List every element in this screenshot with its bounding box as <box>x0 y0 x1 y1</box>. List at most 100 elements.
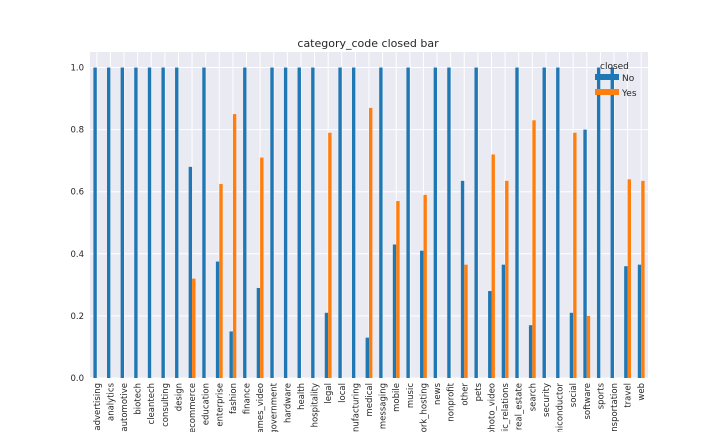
bar-no-search <box>528 325 533 378</box>
x-tick-label: local <box>338 383 348 403</box>
bar-no-sports <box>596 67 601 379</box>
x-tick-label: transportation <box>610 383 620 432</box>
x-tick-label: biotech <box>134 383 144 415</box>
bar-yes-social <box>573 132 577 378</box>
x-tick-label: software <box>583 383 593 420</box>
x-tick-label: legal <box>324 383 334 404</box>
bar-yes-medical <box>369 107 373 378</box>
bar-no-ecommerce <box>188 166 193 378</box>
bar-no-enterprise <box>215 261 220 378</box>
bar-no-music <box>406 67 410 379</box>
x-axis-ticks: advertising analytics automotive biotech cle… <box>93 382 647 432</box>
x-tick-label: hardware <box>283 383 293 423</box>
bar-no-real-estate <box>515 67 519 379</box>
x-tick-label: hospitality <box>311 383 321 427</box>
bar-no-local <box>338 67 342 379</box>
bar-yes-legal <box>328 132 332 378</box>
bar-yes-travel <box>627 179 631 378</box>
x-tick-label: mobile <box>392 383 402 412</box>
x-tick-label: medical <box>365 383 375 417</box>
x-tick-label: design <box>174 383 184 411</box>
x-tick-label: enterprise <box>215 383 225 427</box>
bars <box>93 67 645 379</box>
x-tick-label: semiconductor <box>556 382 566 432</box>
x-tick-label: network_hosting <box>419 383 429 432</box>
legend: closed No Yes <box>595 62 637 99</box>
legend-label-yes: Yes <box>621 89 637 99</box>
x-tick-label: search <box>528 383 538 411</box>
bar-no-public-relations <box>501 264 506 378</box>
bar-no-education <box>202 67 206 379</box>
bar-no-consulting <box>161 67 165 379</box>
x-tick-label: messaging <box>379 383 389 429</box>
x-tick-label: sports <box>596 382 606 409</box>
x-tick-label: advertising <box>93 383 103 431</box>
legend-swatch-no <box>595 74 619 80</box>
bar-no-cleantech <box>147 67 152 379</box>
bar-no-legal <box>324 312 329 378</box>
bar-no-government <box>270 67 274 379</box>
bar-no-medical <box>365 337 369 378</box>
bar-no-manufacturing <box>351 67 356 379</box>
x-tick-label: cleantech <box>147 383 157 424</box>
x-tick-label: music <box>406 383 416 408</box>
bar-yes-software <box>586 315 591 378</box>
bar-yes-public-relations <box>505 180 509 378</box>
x-tick-label: ecommerce <box>188 383 198 432</box>
bar-yes-web <box>641 180 645 378</box>
y-tick-label: 0.8 <box>70 126 84 136</box>
bar-yes-search <box>532 120 536 379</box>
y-tick-label: 1.0 <box>70 64 84 74</box>
bar-no-other <box>460 180 465 378</box>
bar-no-pets <box>474 67 478 379</box>
x-tick-label: real_estate <box>515 383 525 430</box>
x-tick-label: consulting <box>161 383 171 427</box>
x-tick-label: manufacturing <box>351 383 361 432</box>
bar-no-biotech <box>134 67 138 379</box>
bar-no-fashion <box>229 331 233 378</box>
bar-no-software <box>583 129 587 378</box>
y-axis-ticks: 0.0 0.2 0.4 0.6 0.8 1.0 <box>70 64 84 384</box>
legend-title: closed <box>600 62 629 72</box>
y-tick-label: 0.6 <box>70 188 84 198</box>
bar-no-security <box>542 67 546 379</box>
x-tick-label: government <box>270 382 280 432</box>
x-tick-label: health <box>297 383 307 410</box>
bar-no-automotive <box>120 67 125 379</box>
bar-no-hardware <box>283 67 288 379</box>
legend-swatch-yes <box>595 89 619 95</box>
bar-yes-enterprise <box>219 183 223 378</box>
bar-yes-ecommerce <box>192 278 196 378</box>
x-tick-label: pets <box>474 382 484 401</box>
chart-title: category_code closed bar <box>297 37 439 50</box>
bar-no-photo-video <box>488 291 492 378</box>
bar-no-hospitality <box>311 67 315 379</box>
x-tick-label: games_video <box>256 383 266 432</box>
bar-no-social <box>569 312 574 378</box>
x-tick-label: nonprofit <box>447 382 457 421</box>
bar-no-semiconductor <box>556 67 560 379</box>
x-tick-label: automotive <box>120 383 130 432</box>
legend-label-no: No <box>622 74 635 84</box>
bar-no-games-video <box>256 287 261 378</box>
bar-yes-fashion <box>232 114 237 378</box>
bar-no-nonprofit <box>447 67 451 379</box>
bar-no-health <box>297 67 301 379</box>
bar-no-advertising <box>93 67 97 379</box>
y-tick-label: 0.0 <box>70 374 84 384</box>
bar-no-network-hosting <box>420 250 424 378</box>
bar-no-transportation <box>610 67 614 379</box>
x-tick-label: news <box>433 382 443 405</box>
x-tick-label: public_relations <box>501 382 511 432</box>
x-tick-label: travel <box>624 383 634 408</box>
x-tick-label: analytics <box>106 382 116 421</box>
bar-no-design <box>175 67 179 379</box>
x-tick-label: other <box>460 383 470 406</box>
x-tick-label: security <box>542 383 552 417</box>
y-tick-label: 0.4 <box>70 250 84 260</box>
x-tick-label: photo_video <box>487 383 497 432</box>
x-tick-label: social <box>569 383 579 407</box>
bar-no-messaging <box>379 67 383 379</box>
y-tick-label: 0.2 <box>70 312 84 322</box>
